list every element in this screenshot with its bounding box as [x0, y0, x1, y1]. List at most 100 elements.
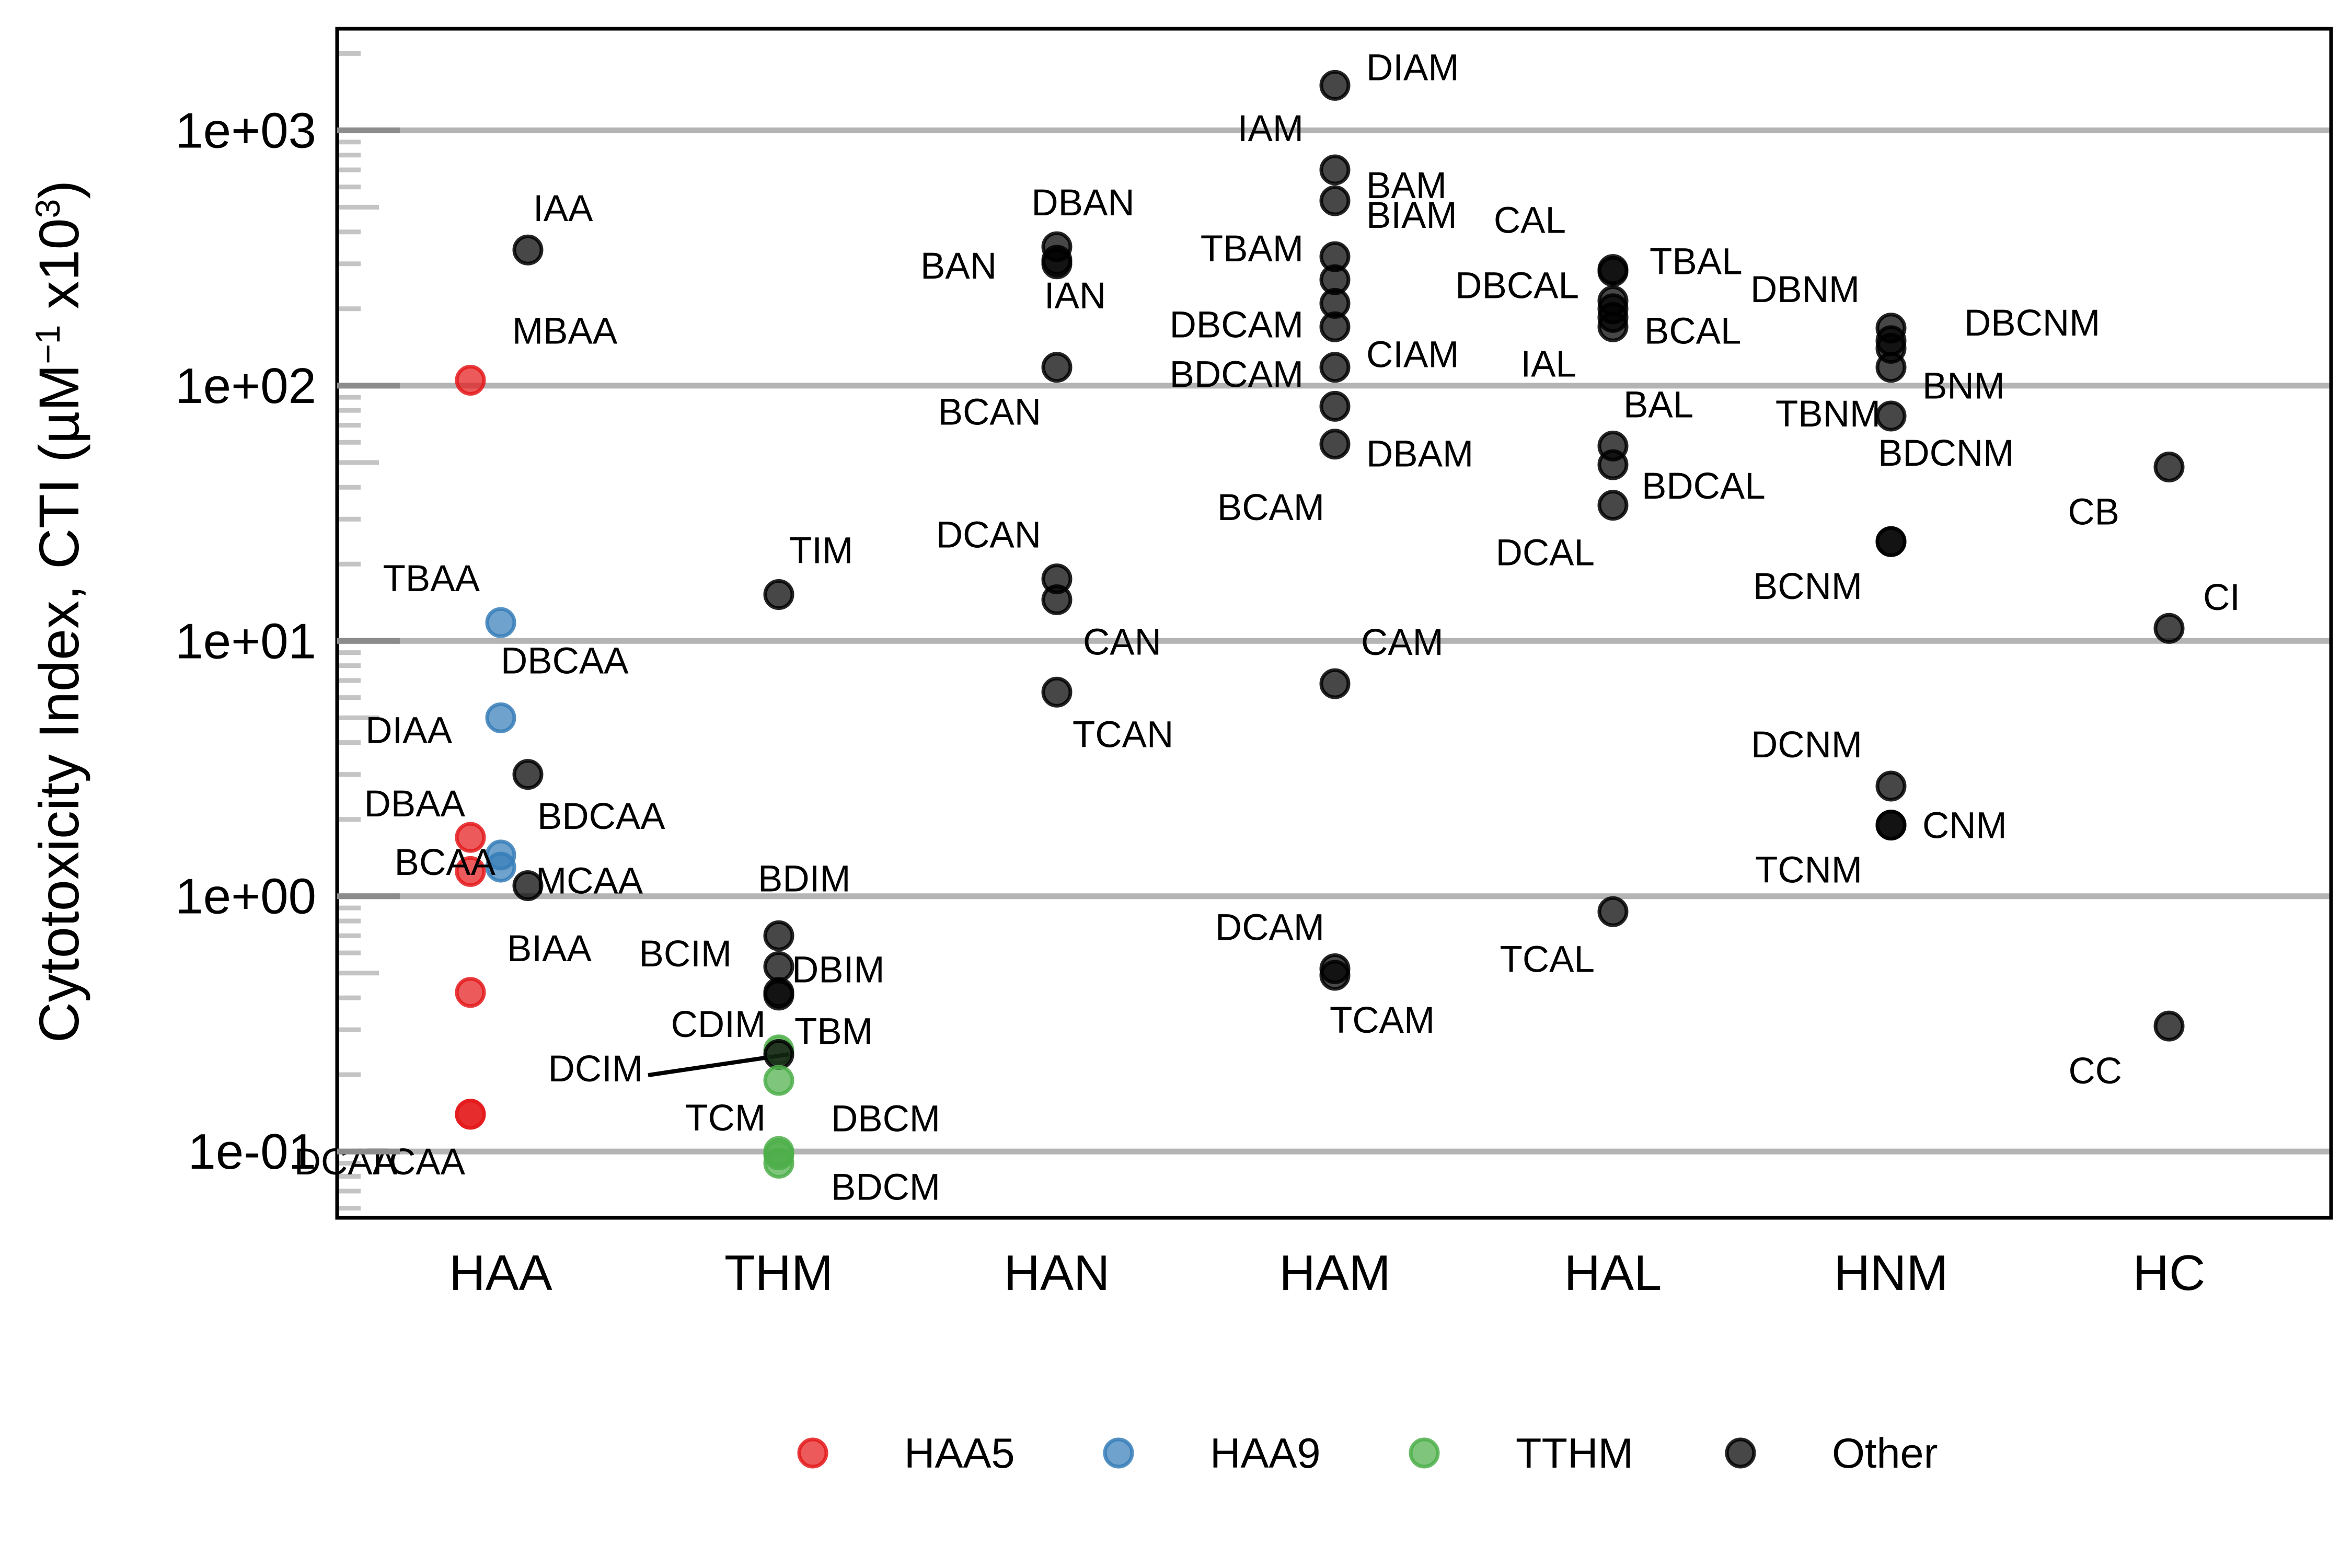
point-tbm: [763, 1039, 794, 1070]
axes: 1e-01 1e+00 1e+01 1e+02 1e+03 HAA THM HAN HAM HAL…: [175, 102, 2205, 1301]
point-label-diam: DIAM: [1366, 47, 1459, 88]
point-label-tcaa: TCAA: [366, 1142, 466, 1183]
point-label-ial: IAL: [1520, 343, 1576, 385]
point-bcam: [1319, 429, 1351, 460]
point-dbim: [763, 951, 794, 982]
legend: HAA5 HAA9 TTHM Other: [797, 1430, 1938, 1477]
point-label-tbam: TBAM: [1201, 228, 1304, 270]
point-label-dbcam: DBCAM: [1170, 304, 1304, 345]
point-bdim: [763, 920, 794, 951]
y-tick-label: 1e+02: [175, 358, 316, 414]
point-tcal: [1597, 896, 1629, 927]
point-label-tcal: TCAL: [1500, 939, 1595, 980]
point-label-tcm: TCM: [685, 1098, 766, 1139]
y-axis-title-sup2: 3: [28, 199, 67, 218]
point-label-mbaa: MBAA: [512, 310, 618, 352]
y-axis-title-suffix: ): [27, 180, 90, 199]
x-tick-label-haa: HAA: [449, 1245, 552, 1301]
point-label-dbaa: DBAA: [364, 783, 466, 825]
point-label-bcim: BCIM: [639, 933, 732, 975]
point-label-tcan: TCAN: [1073, 714, 1173, 755]
point-dcal: [1597, 490, 1629, 521]
point-label-dbcal: DBCAL: [1455, 265, 1579, 306]
x-tick-label-ham: HAM: [1279, 1245, 1390, 1301]
point-tbaa: [485, 607, 516, 638]
point-label-bnm: BNM: [1922, 366, 2005, 407]
point-label-dbcaa: DBCAA: [501, 640, 629, 682]
x-tick-label-hal: HAL: [1564, 1245, 1662, 1301]
point-label-dbcm: DBCM: [831, 1099, 940, 1140]
point-diaa: [512, 759, 544, 790]
point-bcnm: [1875, 526, 1907, 557]
point-label-bdcal: BDCAL: [1642, 466, 1766, 507]
point-label-bdim: BDIM: [758, 858, 851, 900]
point-ci: [2153, 613, 2185, 644]
point-label-tcnm: TCNM: [1755, 850, 1862, 891]
legend-marker-other: [1725, 1437, 1756, 1469]
point-tcan: [1041, 676, 1073, 708]
point-cam: [1319, 668, 1351, 699]
point-ciam: [1319, 352, 1351, 383]
point-iaa: [512, 234, 544, 266]
point-label-dbam: DBAM: [1366, 433, 1473, 475]
point-tcnm: [1875, 810, 1907, 841]
legend-item-tthm: TTHM: [1409, 1430, 1633, 1477]
point-dcim: [763, 1065, 794, 1096]
y-tick-label: 1e+03: [175, 102, 316, 158]
point-tcam: [1319, 960, 1351, 991]
point-label-dcaa: DCAA: [294, 1142, 398, 1183]
point-label-bcaa: BCAA: [395, 842, 496, 883]
point-label-cc: CC: [2068, 1051, 2122, 1092]
point-label-bam: BAM: [1366, 165, 1447, 206]
point-label-ciam: CIAM: [1366, 335, 1459, 376]
point-biaa: [455, 977, 486, 1008]
legend-item-haa9: HAA9: [1103, 1430, 1321, 1477]
x-tick-label-hnm: HNM: [1834, 1245, 1949, 1301]
x-tick-label-hc: HC: [2133, 1245, 2206, 1301]
point-diam: [1319, 70, 1351, 101]
point-label-biam: BIAM: [1366, 195, 1457, 236]
y-tick-label: 1e-01: [188, 1124, 316, 1180]
point-bnm: [1875, 352, 1907, 383]
point-iam: [1319, 154, 1351, 186]
point-label-tcam: TCAM: [1330, 1000, 1435, 1041]
point-bcaa: [485, 851, 516, 883]
x-tick-label-thm: THM: [724, 1245, 833, 1301]
y-axis-title-middle: x10: [27, 218, 90, 325]
legend-marker-haa9: [1103, 1437, 1134, 1469]
point-bam: [1319, 185, 1351, 216]
point-label-cnm: CNM: [1922, 805, 2007, 847]
point-label-dcim: DCIM: [548, 1048, 643, 1090]
point-label-cdim: CDIM: [671, 1004, 766, 1045]
point-label-bcan: BCAN: [938, 392, 1041, 433]
point-label-cal: CAL: [1494, 200, 1566, 241]
point-tbal: [1597, 256, 1629, 287]
point-label-dcam: DCAM: [1215, 907, 1324, 948]
point-label-bdcnm: BDCNM: [1878, 433, 2014, 474]
legend-label-haa9: HAA9: [1210, 1430, 1321, 1477]
point-label-cam: CAM: [1361, 622, 1444, 663]
legend-label-other: Other: [1832, 1430, 1938, 1477]
point-label-cb: CB: [2068, 492, 2119, 533]
point-label-diaa: DIAA: [365, 710, 452, 752]
point-label-dbim: DBIM: [792, 949, 885, 990]
point-label-dcal: DCAL: [1496, 533, 1595, 574]
point-label-tbaa: TBAA: [383, 558, 480, 599]
point-label-iaa: IAA: [533, 188, 593, 229]
point-dcaa: [455, 1099, 486, 1130]
point-label-dbnm: DBNM: [1750, 269, 1860, 310]
legend-item-haa5: HAA5: [797, 1430, 1015, 1477]
point: [763, 979, 794, 1011]
point-tim: [763, 579, 794, 610]
x-tick-label-han: HAN: [1004, 1245, 1110, 1301]
point-label-dbcnm: DBCNM: [1964, 303, 2100, 344]
point-cc: [2153, 1010, 2185, 1042]
point-labels: IAA MBAA TBAA DBCAA DIAA DBAA BDCAA BCAA MCAA BIA…: [294, 47, 2240, 1208]
legend-label-haa5: HAA5: [904, 1430, 1015, 1477]
point: [455, 856, 486, 887]
point-dcnm: [1875, 770, 1907, 802]
point-label-tim: TIM: [789, 530, 853, 571]
point-bdcm: [763, 1148, 794, 1179]
point-label-bcnm: BCNM: [1753, 566, 1862, 607]
